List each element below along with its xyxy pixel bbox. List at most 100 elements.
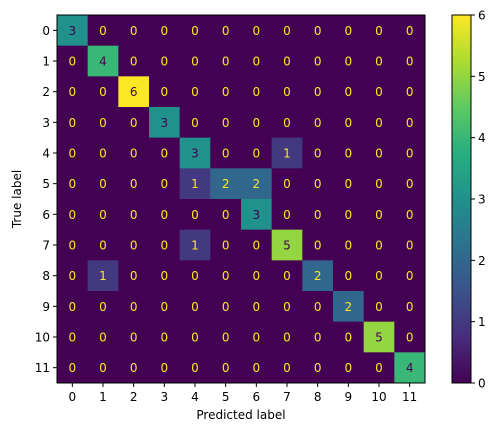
heatmap-cell xyxy=(394,229,426,261)
cell-value-label: 0 xyxy=(283,208,291,222)
y-axis-label: True label xyxy=(10,170,24,229)
heatmap-cell xyxy=(118,76,150,108)
heatmap-cell xyxy=(210,291,242,323)
cell-value-label: 0 xyxy=(375,269,383,283)
heatmap-cell xyxy=(57,15,89,47)
cell-value-label: 0 xyxy=(345,269,353,283)
cell-value-label: 0 xyxy=(222,24,230,38)
heatmap-cell xyxy=(179,229,211,261)
cell-value-label: 0 xyxy=(161,55,169,69)
heatmap-cell xyxy=(87,137,119,169)
heatmap-cell xyxy=(302,260,334,292)
heatmap-cell xyxy=(57,321,89,353)
heatmap-cell xyxy=(394,45,426,77)
y-tick-label: 11 xyxy=(35,361,50,375)
heatmap-cell xyxy=(271,45,303,77)
cell-value-label: 0 xyxy=(222,331,230,345)
cell-value-label: 0 xyxy=(130,147,138,161)
cell-value-label: 0 xyxy=(283,361,291,375)
heatmap-cell xyxy=(179,321,211,353)
x-tick-label: 10 xyxy=(371,390,386,404)
cell-value-label: 0 xyxy=(161,361,169,375)
cell-value-label: 0 xyxy=(130,55,138,69)
cell-value-label: 0 xyxy=(99,331,107,345)
heatmap-cell xyxy=(210,260,242,292)
cell-value-label: 0 xyxy=(99,24,107,38)
heatmap-cell xyxy=(179,168,211,200)
heatmap-cell xyxy=(179,76,211,108)
heatmap-cell xyxy=(87,45,119,77)
cell-value-label: 0 xyxy=(375,300,383,314)
heatmap-cell xyxy=(210,107,242,139)
heatmap-cell xyxy=(210,168,242,200)
heatmap-cell xyxy=(363,291,395,323)
heatmap-cell xyxy=(333,229,365,261)
cell-value-label: 0 xyxy=(69,55,77,69)
heatmap-cell xyxy=(118,291,150,323)
heatmap-cell xyxy=(302,321,334,353)
y-tick-label: 2 xyxy=(42,85,50,99)
heatmap-cell xyxy=(271,291,303,323)
heatmap-cell xyxy=(179,352,211,384)
heatmap-cell xyxy=(241,260,273,292)
heatmap-cell xyxy=(210,199,242,231)
x-tick-label: 11 xyxy=(402,390,417,404)
heatmap-cell xyxy=(271,352,303,384)
cell-value-label: 0 xyxy=(406,269,414,283)
cell-value-label: 0 xyxy=(283,116,291,130)
heatmap-cell xyxy=(363,199,395,231)
heatmap-cell xyxy=(241,137,273,169)
cell-value-label: 0 xyxy=(99,147,107,161)
cell-value-label: 0 xyxy=(283,269,291,283)
heatmap-cell xyxy=(302,76,334,108)
heatmap-cell xyxy=(333,260,365,292)
cell-value-label: 0 xyxy=(375,85,383,99)
cell-value-label: 0 xyxy=(375,361,383,375)
cell-value-label: 0 xyxy=(406,24,414,38)
cell-value-label: 4 xyxy=(99,55,107,69)
cell-value-label: 1 xyxy=(191,177,199,191)
heatmap-cell xyxy=(149,168,181,200)
cell-value-label: 0 xyxy=(191,24,199,38)
y-axis-ticks: 0 1 2 3 4 5 6 7 8 9 10 11 xyxy=(35,24,57,375)
cell-value-label: 0 xyxy=(345,147,353,161)
x-tick-label: 1 xyxy=(99,390,107,404)
cell-value-label: 2 xyxy=(253,177,261,191)
heatmap-cell xyxy=(394,291,426,323)
heatmap-cell xyxy=(363,352,395,384)
heatmap-cell xyxy=(271,76,303,108)
cell-value-label: 2 xyxy=(314,269,322,283)
heatmap-cell xyxy=(333,291,365,323)
cell-value-label: 3 xyxy=(161,116,169,130)
cell-value-label: 1 xyxy=(191,239,199,253)
heatmap-cell xyxy=(241,168,273,200)
cell-value-label: 0 xyxy=(161,331,169,345)
cell-value-label: 0 xyxy=(375,116,383,130)
cell-value-label: 0 xyxy=(130,300,138,314)
cell-value-label: 0 xyxy=(161,85,169,99)
heatmap-cell xyxy=(394,321,426,353)
heatmap-cell xyxy=(179,15,211,47)
heatmap-cell xyxy=(87,76,119,108)
cell-value-label: 0 xyxy=(253,147,261,161)
cell-value-label: 0 xyxy=(161,208,169,222)
cell-value-label: 4 xyxy=(406,361,414,375)
cell-value-label: 0 xyxy=(253,55,261,69)
cell-value-label: 0 xyxy=(130,269,138,283)
cell-value-label: 0 xyxy=(406,239,414,253)
cell-value-label: 0 xyxy=(375,24,383,38)
heatmap-cell xyxy=(241,321,273,353)
heatmap-cell xyxy=(302,15,334,47)
heatmap-cell xyxy=(333,76,365,108)
heatmap-cell xyxy=(57,76,89,108)
cell-value-label: 6 xyxy=(130,85,138,99)
cell-value-label: 0 xyxy=(253,239,261,253)
heatmap-cell xyxy=(57,107,89,139)
heatmap-cell xyxy=(302,199,334,231)
heatmap-cell xyxy=(363,76,395,108)
cell-value-label: 0 xyxy=(253,331,261,345)
heatmap-cell xyxy=(87,260,119,292)
cell-value-label: 0 xyxy=(283,177,291,191)
y-tick-label: 6 xyxy=(42,208,50,222)
